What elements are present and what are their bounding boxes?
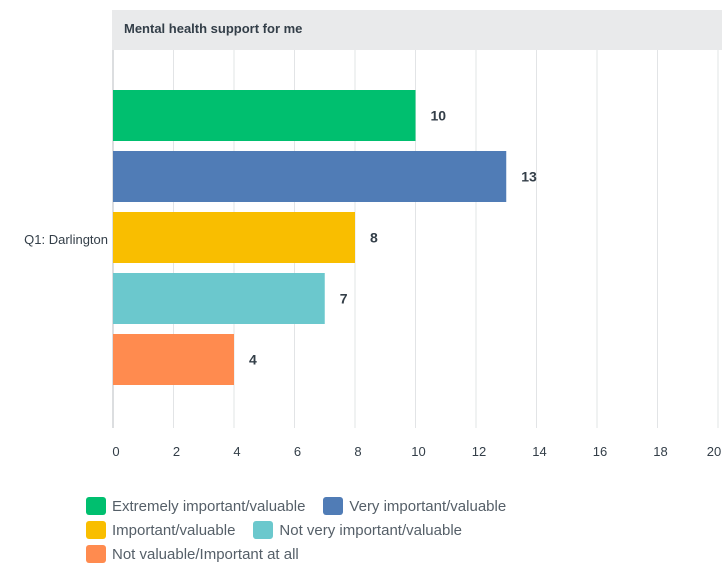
legend-item-very-important: Very important/valuable — [323, 497, 506, 515]
bar-value-label: 4 — [249, 352, 257, 368]
legend-swatch — [86, 521, 106, 539]
x-tick-label: 6 — [294, 444, 301, 459]
bar-value-label: 10 — [431, 108, 447, 124]
legend-label: Very important/valuable — [349, 497, 507, 515]
x-tick-label: 4 — [233, 444, 240, 459]
legend-swatch — [323, 497, 344, 515]
legend-label: Extremely important/valuable — [112, 497, 306, 515]
x-tick-label: 20 — [707, 444, 721, 459]
x-tick-label: 10 — [411, 444, 425, 459]
bar-4[interactable] — [113, 273, 325, 324]
legend-item-not-valuable: Not valuable/Important at all — [86, 545, 299, 563]
chart-title-band — [112, 10, 722, 50]
legend-label: Not valuable/Important at all — [112, 545, 299, 563]
category-label: Q1: Darlington — [24, 232, 108, 247]
legend-swatch — [86, 545, 106, 563]
legend-label: Not very important/valuable — [279, 521, 462, 539]
chart-title: Mental health support for me — [124, 21, 303, 36]
legend-item-extremely-important: Extremely important/valuable — [86, 497, 305, 515]
bar-value-label: 8 — [370, 230, 378, 246]
bar-5[interactable] — [113, 334, 234, 385]
x-tick-label: 12 — [472, 444, 486, 459]
bar-2[interactable] — [113, 151, 507, 202]
legend-item-important: Important/valuable — [86, 521, 235, 539]
legend-item-not-very-important: Not very important/valuable — [253, 521, 462, 539]
legend-swatch — [86, 497, 106, 515]
legend-swatch — [253, 521, 274, 539]
bar-1[interactable] — [113, 90, 416, 141]
x-tick-label: 14 — [532, 444, 546, 459]
legend: Extremely important/valuable Very import… — [86, 494, 706, 566]
x-tick-label: 2 — [173, 444, 180, 459]
bar-value-label: 13 — [521, 169, 537, 185]
x-tick-label: 16 — [593, 444, 607, 459]
legend-row-2: Important/valuable Not very important/va… — [86, 518, 706, 542]
legend-row-1: Extremely important/valuable Very import… — [86, 494, 706, 518]
x-tick-label: 0 — [112, 444, 119, 459]
legend-row-3: Not valuable/Important at all — [86, 542, 706, 566]
x-tick-label: 18 — [653, 444, 667, 459]
legend-label: Important/valuable — [112, 521, 236, 539]
bar-value-label: 7 — [340, 291, 348, 307]
bar-3[interactable] — [113, 212, 355, 263]
x-tick-label: 8 — [354, 444, 361, 459]
